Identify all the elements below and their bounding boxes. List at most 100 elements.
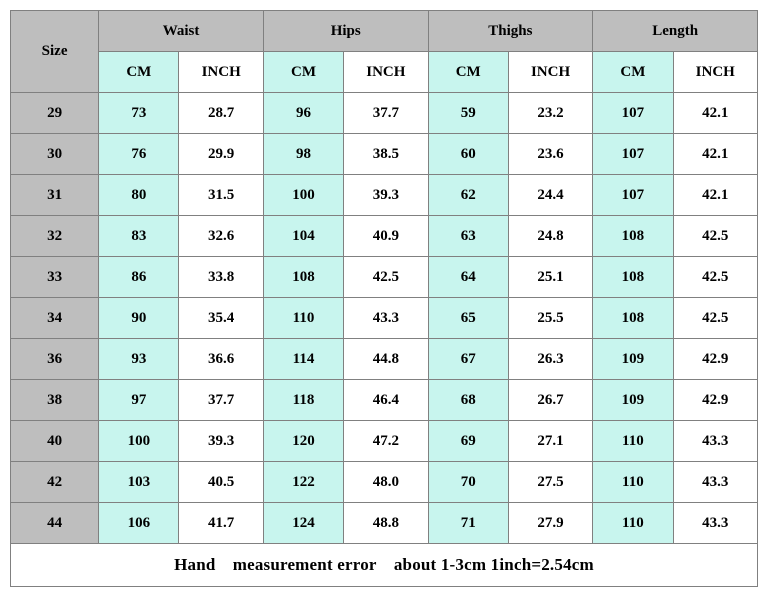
waist-cm-cell: 80 bbox=[99, 175, 179, 216]
thighs-cm-cell: 62 bbox=[428, 175, 508, 216]
size-cell: 30 bbox=[11, 134, 99, 175]
hips-inch-cell: 48.8 bbox=[344, 503, 428, 544]
thighs-inch-cell: 25.5 bbox=[508, 298, 592, 339]
waist-inch-cell: 36.6 bbox=[179, 339, 263, 380]
hips-cm-cell: 108 bbox=[263, 257, 343, 298]
table-row: 318031.510039.36224.410742.1 bbox=[11, 175, 758, 216]
thighs-cm-cell: 65 bbox=[428, 298, 508, 339]
length-cm-cell: 110 bbox=[593, 462, 673, 503]
table-row: 349035.411043.36525.510842.5 bbox=[11, 298, 758, 339]
waist-cm-cell: 90 bbox=[99, 298, 179, 339]
length-cm-cell: 108 bbox=[593, 257, 673, 298]
size-header: Size bbox=[11, 11, 99, 93]
length-cm-cell: 107 bbox=[593, 93, 673, 134]
waist-cm-cell: 86 bbox=[99, 257, 179, 298]
thighs-inch-cell: 26.3 bbox=[508, 339, 592, 380]
waist-header: Waist bbox=[99, 11, 264, 52]
thighs-inch-cell: 24.8 bbox=[508, 216, 592, 257]
waist-cm-cell: 73 bbox=[99, 93, 179, 134]
size-cell: 36 bbox=[11, 339, 99, 380]
waist-inch-cell: 40.5 bbox=[179, 462, 263, 503]
thighs-cm-cell: 64 bbox=[428, 257, 508, 298]
waist-inch-cell: 33.8 bbox=[179, 257, 263, 298]
length-cm-cell: 109 bbox=[593, 339, 673, 380]
length-cm-cell: 108 bbox=[593, 216, 673, 257]
hips-cm-cell: 122 bbox=[263, 462, 343, 503]
waist-inch-cell: 32.6 bbox=[179, 216, 263, 257]
waist-cm-cell: 100 bbox=[99, 421, 179, 462]
hips-inch-cell: 39.3 bbox=[344, 175, 428, 216]
waist-inch-cell: 41.7 bbox=[179, 503, 263, 544]
waist-cm-cell: 83 bbox=[99, 216, 179, 257]
thighs-inch-cell: 27.1 bbox=[508, 421, 592, 462]
thighs-inch-cell: 23.2 bbox=[508, 93, 592, 134]
hips-cm-cell: 120 bbox=[263, 421, 343, 462]
table-row: 338633.810842.56425.110842.5 bbox=[11, 257, 758, 298]
size-chart-table: Size Waist Hips Thighs Length CM INCH CM… bbox=[10, 10, 758, 587]
hips-cm-cell: 98 bbox=[263, 134, 343, 175]
size-cell: 29 bbox=[11, 93, 99, 134]
size-cell: 33 bbox=[11, 257, 99, 298]
hips-inch-cell: 47.2 bbox=[344, 421, 428, 462]
length-inch-cell: 42.9 bbox=[673, 339, 757, 380]
length-cm-cell: 107 bbox=[593, 175, 673, 216]
length-header: Length bbox=[593, 11, 758, 52]
thighs-inch-header: INCH bbox=[508, 52, 592, 93]
waist-inch-cell: 28.7 bbox=[179, 93, 263, 134]
thighs-inch-cell: 23.6 bbox=[508, 134, 592, 175]
hips-inch-cell: 42.5 bbox=[344, 257, 428, 298]
size-cell: 31 bbox=[11, 175, 99, 216]
hips-inch-cell: 38.5 bbox=[344, 134, 428, 175]
table-row: 4410641.712448.87127.911043.3 bbox=[11, 503, 758, 544]
thighs-inch-cell: 25.1 bbox=[508, 257, 592, 298]
thighs-cm-cell: 63 bbox=[428, 216, 508, 257]
hips-cm-cell: 100 bbox=[263, 175, 343, 216]
waist-inch-header: INCH bbox=[179, 52, 263, 93]
waist-cm-cell: 76 bbox=[99, 134, 179, 175]
length-inch-header: INCH bbox=[673, 52, 757, 93]
hips-cm-cell: 110 bbox=[263, 298, 343, 339]
length-inch-cell: 42.5 bbox=[673, 216, 757, 257]
header-row-1: Size Waist Hips Thighs Length bbox=[11, 11, 758, 52]
hips-inch-cell: 43.3 bbox=[344, 298, 428, 339]
waist-inch-cell: 29.9 bbox=[179, 134, 263, 175]
waist-cm-cell: 93 bbox=[99, 339, 179, 380]
table-row: 389737.711846.46826.710942.9 bbox=[11, 380, 758, 421]
thighs-inch-cell: 27.5 bbox=[508, 462, 592, 503]
length-cm-cell: 110 bbox=[593, 421, 673, 462]
thighs-inch-cell: 24.4 bbox=[508, 175, 592, 216]
waist-inch-cell: 35.4 bbox=[179, 298, 263, 339]
hips-cm-cell: 96 bbox=[263, 93, 343, 134]
header-row-2: CM INCH CM INCH CM INCH CM INCH bbox=[11, 52, 758, 93]
footer-row: Hand measurement error about 1-3cm 1inch… bbox=[11, 544, 758, 587]
length-inch-cell: 42.1 bbox=[673, 175, 757, 216]
thighs-cm-cell: 71 bbox=[428, 503, 508, 544]
length-cm-header: CM bbox=[593, 52, 673, 93]
waist-inch-cell: 31.5 bbox=[179, 175, 263, 216]
table-row: 297328.79637.75923.210742.1 bbox=[11, 93, 758, 134]
length-cm-cell: 110 bbox=[593, 503, 673, 544]
thighs-cm-cell: 67 bbox=[428, 339, 508, 380]
thighs-cm-cell: 68 bbox=[428, 380, 508, 421]
thighs-cm-cell: 59 bbox=[428, 93, 508, 134]
size-cell: 32 bbox=[11, 216, 99, 257]
hips-inch-cell: 44.8 bbox=[344, 339, 428, 380]
hips-cm-cell: 124 bbox=[263, 503, 343, 544]
hips-inch-header: INCH bbox=[344, 52, 428, 93]
thighs-header: Thighs bbox=[428, 11, 593, 52]
thighs-cm-cell: 70 bbox=[428, 462, 508, 503]
waist-inch-cell: 37.7 bbox=[179, 380, 263, 421]
length-inch-cell: 42.5 bbox=[673, 257, 757, 298]
waist-cm-cell: 97 bbox=[99, 380, 179, 421]
thighs-inch-cell: 27.9 bbox=[508, 503, 592, 544]
hips-cm-header: CM bbox=[263, 52, 343, 93]
hips-cm-cell: 104 bbox=[263, 216, 343, 257]
waist-cm-cell: 103 bbox=[99, 462, 179, 503]
length-cm-cell: 109 bbox=[593, 380, 673, 421]
thighs-cm-cell: 69 bbox=[428, 421, 508, 462]
waist-cm-cell: 106 bbox=[99, 503, 179, 544]
hips-cm-cell: 118 bbox=[263, 380, 343, 421]
size-cell: 42 bbox=[11, 462, 99, 503]
waist-cm-header: CM bbox=[99, 52, 179, 93]
size-cell: 44 bbox=[11, 503, 99, 544]
